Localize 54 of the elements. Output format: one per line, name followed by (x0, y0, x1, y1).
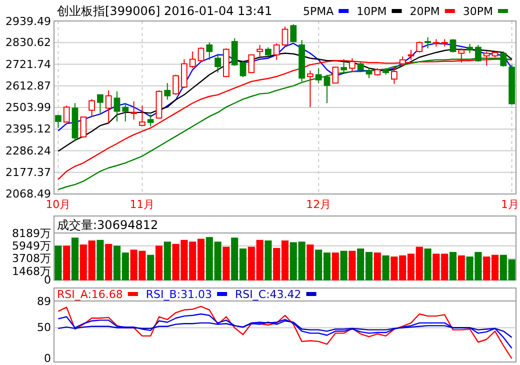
bar (96, 240, 104, 280)
chart-title: 创业板指[399006] 2016-01-04 13:41 (57, 4, 272, 18)
bar (264, 240, 272, 280)
bar (306, 244, 314, 280)
legend-label: RSI_C:43.42 (235, 288, 302, 301)
legend-label: RSI_A:16.68 (57, 288, 123, 301)
bar (382, 255, 390, 280)
x-tick-label: 12月 (306, 198, 332, 211)
x-tick-label: 10月 (46, 198, 71, 211)
bar (340, 250, 348, 280)
y-tick-label: 5949万 (12, 239, 51, 252)
y-tick-label: 2830.62 (6, 36, 51, 50)
y-tick-label: 0 (44, 352, 51, 365)
y-tick-label: 2721.74 (6, 58, 51, 71)
legend-label: RSI_B:31.03 (146, 288, 212, 301)
candlestick (256, 44, 263, 57)
y-tick-label: 8189万 (12, 227, 51, 240)
bar (424, 248, 432, 280)
bar (54, 246, 62, 280)
candlestick (105, 90, 112, 124)
bar (147, 254, 154, 280)
x-tick-label: 11月 (130, 198, 155, 211)
bar (348, 250, 356, 280)
y-tick-label: 2395.12 (6, 122, 51, 136)
candlestick (122, 102, 129, 122)
y-tick-label: 2286.24 (6, 144, 51, 158)
legend-label: 10PM (356, 5, 387, 18)
y-tick-label: 2068.49 (6, 188, 51, 200)
bar (164, 242, 171, 280)
y-tick-label: 2612.87 (6, 79, 51, 92)
bar (222, 246, 230, 280)
y-tick-label: 2177.37 (6, 166, 51, 179)
legend-label: 5PMA (302, 5, 334, 18)
bar (458, 255, 465, 280)
y-tick-label: 89 (37, 295, 51, 308)
y-tick-label: 0 (44, 274, 51, 286)
bar (155, 246, 163, 280)
legend-label: 20PM (410, 5, 440, 18)
line-series (58, 313, 512, 349)
bar (449, 252, 457, 280)
bar (105, 244, 112, 280)
y-tick-label: 3708万 (12, 252, 51, 266)
chart-title: 成交量:30694812 (57, 218, 158, 232)
x-tick-label: 1月 (501, 198, 519, 211)
bar (63, 246, 70, 280)
y-tick-label: 50 (37, 321, 51, 334)
bar (332, 252, 339, 280)
candlestick (424, 36, 431, 49)
y-tick-label: 2939.49 (6, 15, 51, 28)
bar (374, 252, 381, 280)
candlestick (391, 66, 398, 84)
y-tick-label: 2503.99 (6, 101, 51, 114)
bar (71, 238, 79, 280)
legend-label: 30PM (462, 5, 493, 18)
